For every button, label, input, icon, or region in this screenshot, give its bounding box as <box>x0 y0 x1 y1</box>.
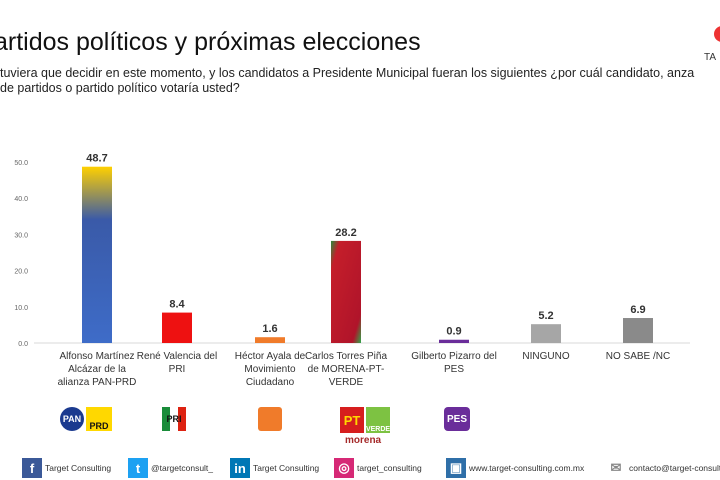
twitter-icon: t <box>128 458 148 478</box>
pt-logo: PT <box>340 407 364 433</box>
target-consulting-logo: TA <box>704 26 720 63</box>
y-tick-label: 30.0 <box>14 232 28 239</box>
pes-logo: PES <box>444 407 470 431</box>
data-label: 48.7 <box>86 153 107 165</box>
y-tick-label: 10.0 <box>14 305 28 312</box>
bar <box>439 339 469 343</box>
footer-web[interactable]: ▣ www.target-consulting.com.mx <box>446 458 584 478</box>
footer-text: contacto@target-consulting <box>629 463 720 473</box>
data-label: 28.2 <box>335 227 356 239</box>
category-label: Héctor Ayala de Movimiento Ciudadano <box>234 351 306 388</box>
category-label: NO SABE /NC <box>605 351 671 362</box>
category-label: René Valencia del PRI <box>136 351 218 375</box>
survey-question: tuviera que decidir en este momento, y l… <box>0 66 695 95</box>
category-label: Carlos Torres Piña de MORENA-PT-VERDE <box>304 351 388 388</box>
y-tick-label: 40.0 <box>14 196 28 203</box>
bar <box>531 324 561 343</box>
verde-logo: VERDE <box>366 407 390 433</box>
bar <box>82 166 112 343</box>
footer-text: @targetconsult_ <box>151 463 214 473</box>
bar <box>623 318 653 343</box>
slide-title: artidos políticos y próximas elecciones <box>0 28 421 56</box>
footer: f Target Consulting t @targetconsult_ in Targ… <box>0 456 720 480</box>
pan-logo: PAN <box>60 407 84 431</box>
mc-logo <box>258 407 282 431</box>
prd-logo: PRD <box>86 407 112 431</box>
data-label: 0.9 <box>446 326 461 338</box>
y-tick-label: 50.0 <box>14 160 28 167</box>
footer-text: www.target-consulting.com.mx <box>469 463 585 473</box>
category-label: Alfonso Martínez Alcázar de la alianza P… <box>57 351 137 388</box>
footer-text: Target Consulting <box>45 463 112 473</box>
y-tick-label: 20.0 <box>14 269 28 276</box>
bar <box>255 337 285 343</box>
footer-instagram[interactable]: ◎ target_consulting <box>334 458 422 478</box>
footer-text: Target Consulting <box>253 463 320 473</box>
morena-logo: morena <box>345 435 382 446</box>
category-label: Gilberto Pizarro del PES <box>411 351 497 375</box>
web-icon: ▣ <box>446 458 466 478</box>
data-label: 6.9 <box>630 304 645 316</box>
pri-logo: PRI <box>162 407 186 431</box>
bar-chart: 0.0 10.0 20.0 30.0 40.0 50.0 48.7 8.4 1.6 28.2 0.9… <box>14 153 690 348</box>
bar <box>331 240 361 343</box>
footer-mail[interactable]: ✉ contacto@target-consulting <box>606 458 720 478</box>
mail-icon: ✉ <box>610 460 622 475</box>
facebook-icon: f <box>22 458 42 478</box>
footer-text: target_consulting <box>357 463 422 473</box>
svg-text:TA: TA <box>704 52 716 63</box>
instagram-icon: ◎ <box>334 458 354 478</box>
category-label: NINGUNO <box>522 351 570 362</box>
footer-twitter[interactable]: t @targetconsult_ <box>128 458 213 478</box>
data-label: 8.4 <box>169 299 185 311</box>
data-label: 1.6 <box>262 323 277 335</box>
y-tick-label: 0.0 <box>18 341 28 348</box>
bar <box>162 312 192 343</box>
footer-linkedin[interactable]: in Target Consulting <box>230 458 319 478</box>
data-label: 5.2 <box>538 310 553 322</box>
linkedin-icon: in <box>230 458 250 478</box>
footer-facebook[interactable]: f Target Consulting <box>22 458 111 478</box>
